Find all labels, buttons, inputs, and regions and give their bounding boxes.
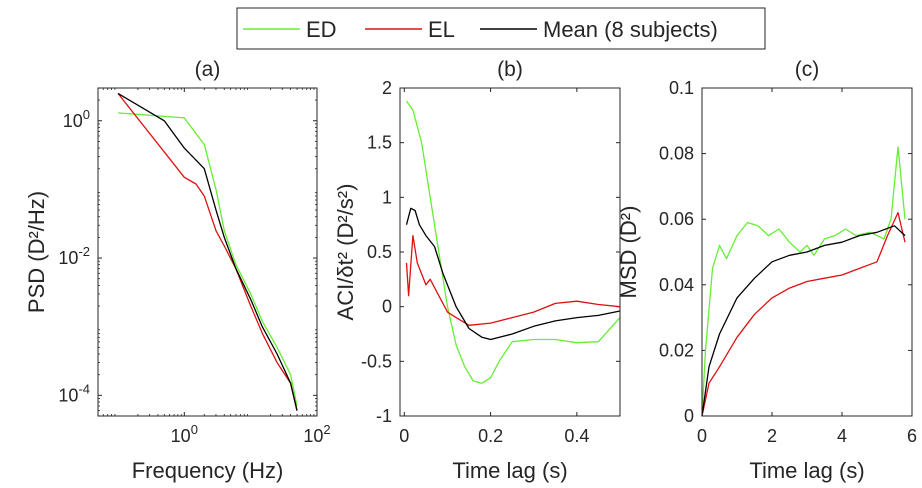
panel-c-ylabel: MSD (D²) [616, 206, 641, 299]
legend-label-el: EL [428, 17, 455, 42]
series-line-el [701, 211, 906, 417]
panel-c-ticks: 0 2 4 6 0 0.02 0.04 0.06 0.08 0.1 [659, 78, 917, 446]
panel-a-series [117, 92, 298, 411]
x-tick-label: 2 [767, 426, 777, 446]
panel-a-title: (a) [195, 58, 221, 81]
legend: ED EL Mean (8 subjects) [236, 7, 766, 50]
x-tick-label: 0 [399, 426, 409, 446]
panel-c-title: (c) [795, 58, 820, 81]
panel-b-title: (b) [497, 58, 523, 81]
panel-a: (a) Frequency (Hz) PSD (D²/Hz) 100 102100… [24, 58, 331, 483]
x-tick-label: 0.2 [478, 426, 503, 446]
x-tick-label: 100 [171, 422, 198, 446]
series-line-el [405, 234, 621, 326]
y-tick-label: 0 [382, 297, 392, 317]
x-tick-label: 0.4 [564, 426, 589, 446]
panel-c-series [701, 146, 906, 417]
y-tick-label: 0 [684, 406, 694, 426]
x-tick-label: 4 [837, 426, 847, 446]
panel-b-xlabel: Time lag (s) [452, 458, 567, 483]
panel-c: (c) Time lag (s) MSD (D²) 0 2 4 600.020.040… [616, 58, 917, 483]
legend-label-ed: ED [306, 17, 337, 42]
panel-a-ticks: 100 102 100 10-2 10-4 [58, 88, 331, 446]
series-line-mean-8-subjects [405, 207, 621, 341]
y-tick-label: 10-2 [58, 244, 90, 268]
series-line-mean-8-subjects [701, 225, 906, 417]
x-tick-label: 0 [697, 426, 707, 446]
series-line-ed [405, 100, 621, 384]
panel-c-xlabel: Time lag (s) [749, 458, 864, 483]
panel-a-frame [97, 87, 318, 417]
y-tick-label: 1 [382, 187, 392, 207]
panel-b-frame [399, 87, 621, 417]
y-tick-label: -0.5 [361, 351, 392, 371]
panel-b-series [405, 100, 621, 384]
y-tick-label: 0.02 [659, 340, 694, 360]
series-line-el [117, 92, 298, 411]
series-line-ed [117, 112, 298, 407]
y-tick-label: 10-4 [58, 381, 90, 405]
y-tick-label: 0.06 [659, 209, 694, 229]
x-tick-label: 102 [303, 422, 330, 446]
y-tick-label: 1.5 [367, 133, 392, 153]
panel-b-ylabel: ACI/δt² (D²/s²) [333, 184, 358, 321]
y-tick-label: -1 [376, 406, 392, 426]
series-line-ed [701, 146, 906, 417]
y-tick-label: 2 [382, 78, 392, 98]
y-tick-label: 100 [63, 107, 90, 131]
panel-b: (b) Time lag (s) ACI/δt² (D²/s²) 0 0.2 0.4… [333, 58, 621, 483]
y-tick-label: 0.1 [669, 78, 694, 98]
series-line-mean-8-subjects [117, 92, 298, 411]
x-tick-label: 6 [907, 426, 917, 446]
panel-a-ylabel: PSD (D²/Hz) [24, 191, 49, 313]
panel-c-frame [701, 87, 913, 417]
panel-a-xlabel: Frequency (Hz) [132, 458, 284, 483]
y-tick-label: 0.04 [659, 275, 694, 295]
legend-label-mean: Mean (8 subjects) [543, 17, 718, 42]
y-tick-label: 0.5 [367, 242, 392, 262]
y-tick-label: 0.08 [659, 144, 694, 164]
